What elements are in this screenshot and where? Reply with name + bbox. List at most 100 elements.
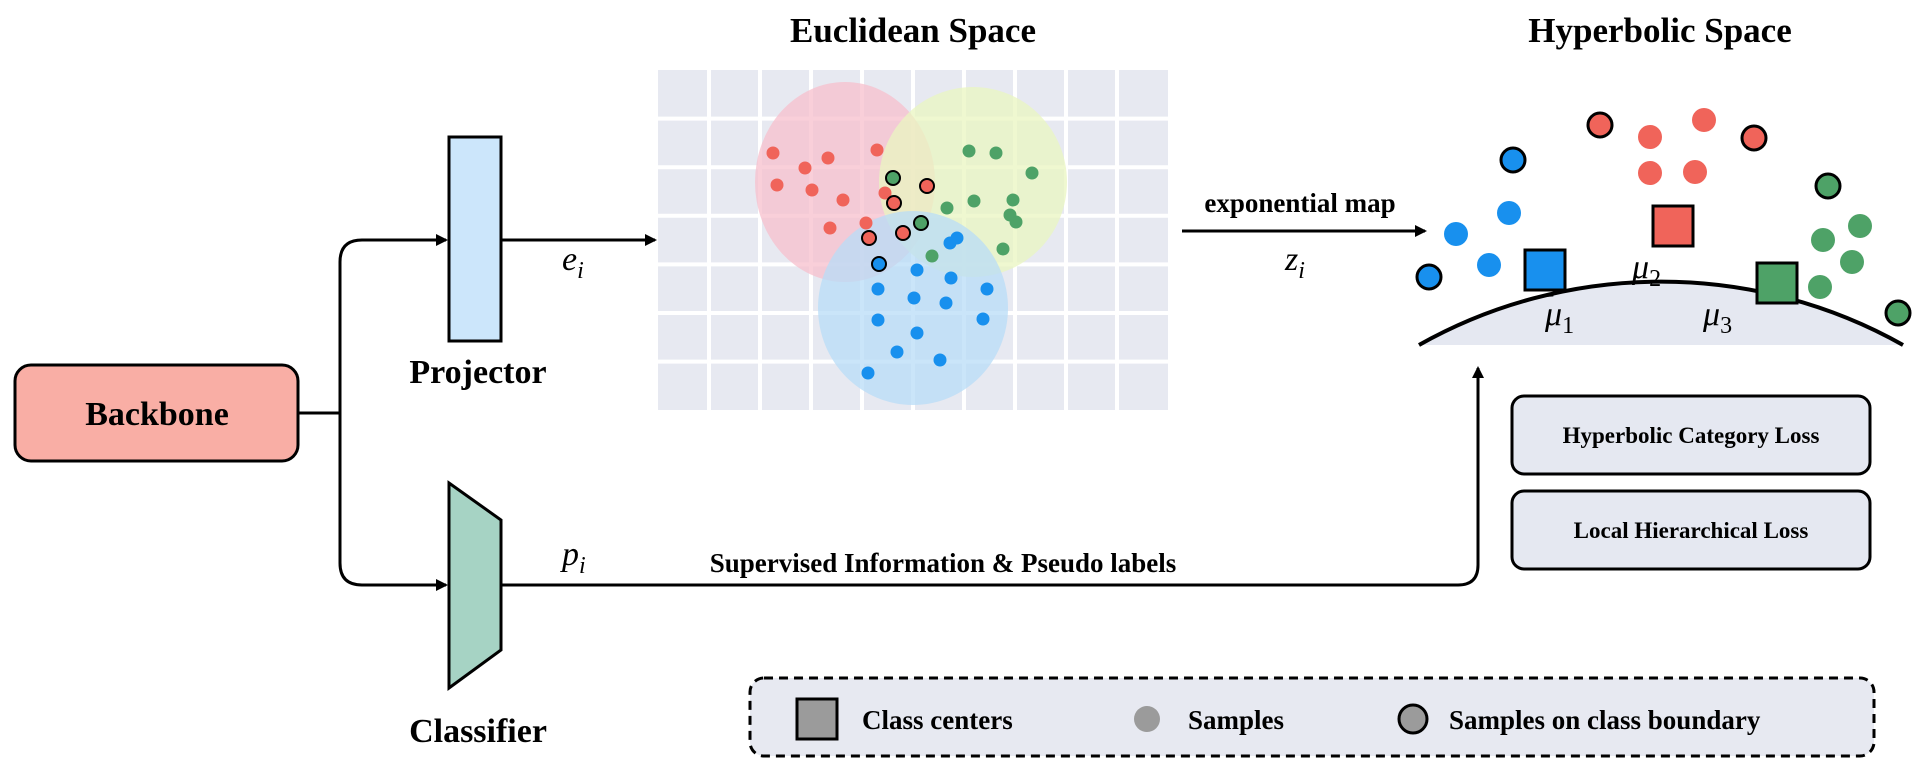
sample-red [870,143,884,157]
hyper-sample-red [1692,108,1716,132]
symbol-z-i: zi [1284,241,1305,284]
sample-blue [939,296,953,310]
legend-square-icon [795,697,839,741]
loss-local-hierarchical: Local Hierarchical Loss [1510,489,1872,571]
loss-hyperbolic-category-label: Hyperbolic Category Loss [1563,423,1820,448]
supervised-info-arrow [501,366,1484,587]
hyperbolic-region-red [1600,117,1762,213]
hyperbolic-samples [1415,108,1912,327]
hyper-boundary-sample [1884,299,1912,327]
sample-green [962,144,976,158]
loss-hyperbolic-category: Hyperbolic Category Loss [1510,394,1872,476]
hyper-sample-blue [1477,253,1501,277]
symbol-mu3: μ3 [1702,296,1732,339]
loss-local-hierarchical-label: Local Hierarchical Loss [1574,518,1809,543]
classifier-label: Classifier [409,713,547,750]
sample-green [996,242,1010,256]
sample-red [798,161,812,175]
sample-blue [910,326,924,340]
legend-sample-icon [1134,706,1160,732]
sample-green [1006,193,1020,207]
sample-green [1003,208,1017,222]
hyper-sample-red [1683,160,1707,184]
boundary-sample [895,225,911,241]
loss-local-hierarchical-box [1510,489,1872,571]
sample-red [823,221,837,235]
sample-blue [910,263,924,277]
hyper-sample-green [1808,275,1832,299]
class-centers [1523,204,1799,305]
sample-blue [980,282,994,296]
sample-red [859,216,873,230]
hyper-sample-blue [1444,222,1468,246]
supervised-info-label: Supervised Information & Pseudo labels [710,548,1177,578]
boundary-sample [886,195,902,211]
sample-blue [950,231,964,245]
projector-box [447,135,503,343]
euclidean-regions [755,82,1067,405]
hyper-boundary-sample [1499,146,1527,174]
legend: Class centers Samples Samples on class b… [748,676,1876,758]
sample-red [766,146,780,160]
hyper-boundary-sample [1740,124,1768,152]
classifier-module: Classifier [409,480,547,750]
hyper-sample-red [1638,161,1662,185]
class-center-mu3 [1755,261,1799,305]
disk-boundary-arc [1418,279,1904,347]
sample-red [836,193,850,207]
hyper-sample-green [1840,250,1864,274]
sample-blue [871,313,885,327]
classifier-trapezoid [447,480,503,691]
branch-to-projector [338,234,448,413]
sample-red [770,178,784,192]
legend-box [748,676,1876,758]
hyper-boundary-sample [1415,263,1443,291]
sample-blue [933,353,947,367]
sample-green [940,201,954,215]
sample-blue [861,366,875,380]
sample-red [878,186,892,200]
boundary-sample [871,256,887,272]
hyper-boundary-sample [1814,172,1842,200]
symbol-mu2: μ2 [1631,249,1661,292]
sample-red [805,183,819,197]
region-blue [818,211,1008,405]
class-center-mu2 [1651,204,1695,248]
hyper-boundary-sample [1586,111,1614,139]
backbone-module: Backbone [13,363,300,463]
branch-connectors [298,234,448,591]
hyperbolic-space-title: Hyperbolic Space [1528,11,1791,50]
legend-boundary-icon [1397,703,1429,735]
projector-label: Projector [409,354,546,391]
boundary-sample [861,230,877,246]
hyper-sample-blue [1497,201,1521,225]
boundary-sample [919,178,935,194]
symbol-p-i: pi [560,536,586,579]
legend-boundary-label: Samples on class boundary [1449,705,1761,735]
legend-samples-label: Samples [1188,705,1284,735]
sample-red [821,151,835,165]
sample-green [925,249,939,263]
sample-blue [871,282,885,296]
euclidean-samples [766,143,1039,380]
sample-green [989,146,1003,160]
exp-map-label: exponential map [1204,188,1395,218]
hyper-sample-green [1811,228,1835,252]
sample-blue [944,271,958,285]
sample-green [967,194,981,208]
legend-class-centers-label: Class centers [862,705,1013,735]
euclidean-space-title: Euclidean Space [790,11,1036,50]
hyper-sample-green [1848,214,1872,238]
sample-blue [907,291,921,305]
sample-green [1025,166,1039,180]
boundary-sample [913,215,929,231]
symbol-mu1: μ1 [1544,296,1574,339]
sample-blue [890,345,904,359]
backbone-label: Backbone [85,396,229,433]
boundary-sample [885,170,901,186]
hyper-sample-red [1638,125,1662,149]
loss-hyperbolic-category-box [1510,394,1872,476]
branch-to-classifier [338,413,448,591]
sample-blue [976,312,990,326]
